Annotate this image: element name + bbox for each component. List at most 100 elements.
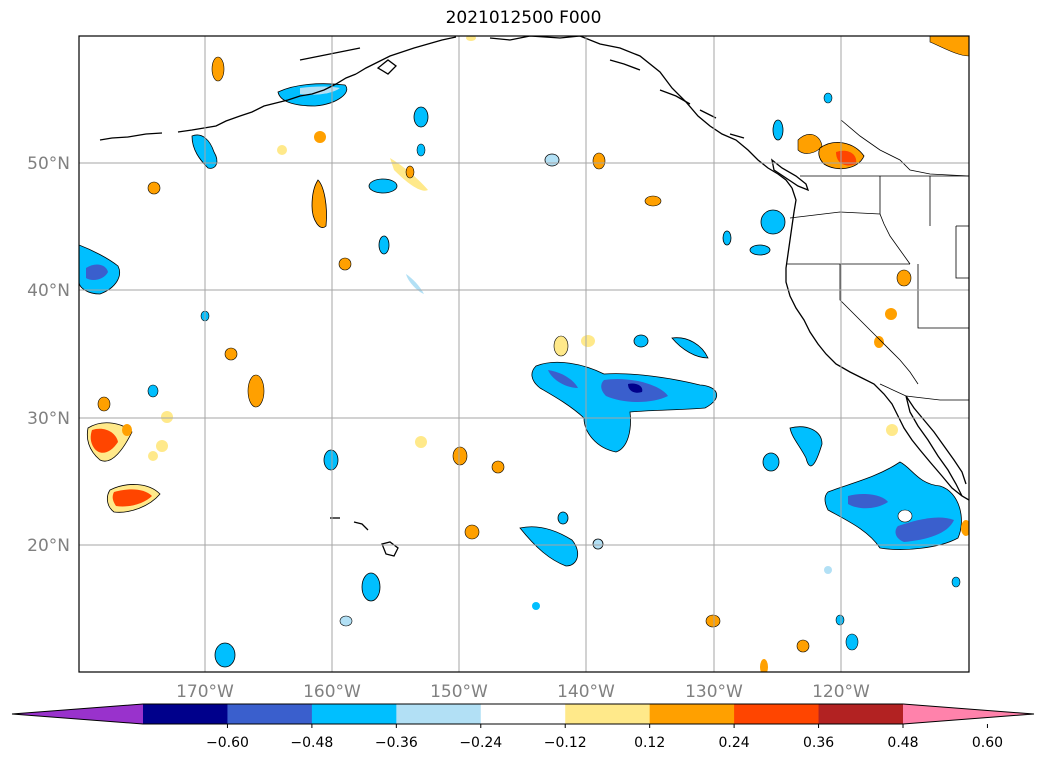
anomaly-pos-w10 — [224, 347, 238, 361]
anomaly-pos-w27 — [896, 269, 912, 287]
positive-anomalies — [86, 36, 969, 672]
colorbar: −0.60 −0.48 −0.36 −0.24 −0.12 0.12 0.24 0.36 0.4… — [11, 703, 1035, 751]
anomaly-neg-small-3 — [378, 235, 390, 255]
anomaly-pos-w23 — [644, 195, 662, 207]
anomaly-pos-w26 — [796, 639, 810, 653]
colorbar-tick-label: −0.48 — [290, 735, 333, 751]
coast-hawaii-1 — [381, 541, 399, 557]
coastlines — [99, 36, 969, 557]
anomaly-pos-w18 — [491, 460, 505, 474]
anomaly-neg-central-core — [628, 383, 643, 393]
anomaly-neg-streak — [671, 337, 709, 359]
border-us-mexico — [879, 383, 969, 401]
border-nevada — [839, 264, 919, 385]
colorbar-tick-label: −0.24 — [459, 735, 502, 751]
anomaly-pos-w9 — [211, 56, 225, 82]
anomaly-pos-west-2-mid — [112, 489, 152, 507]
anomaly-pos-w29 — [874, 336, 884, 348]
anomaly-pos-ne-1 — [797, 134, 823, 154]
anomaly-neg-southeast-core1 — [848, 494, 888, 509]
border-idaho — [879, 176, 911, 265]
anomaly-neg-dot-4 — [845, 633, 859, 651]
anomaly-pos-w11 — [247, 374, 265, 408]
anomaly-pos-west-1-mid — [90, 428, 118, 453]
anomaly-pos-w20 — [553, 335, 569, 357]
colorbar-tick-label: 0.12 — [634, 735, 665, 751]
anomaly-pos-w17 — [452, 446, 468, 466]
lon-label-140w: 140°W — [557, 682, 615, 702]
coast-vancouver-island — [771, 158, 810, 192]
anomaly-pos-w14 — [338, 257, 352, 271]
anomaly-neg-south-2 — [557, 511, 569, 525]
anomaly-neg-ne-4 — [749, 244, 771, 256]
anomaly-pos-w8 — [147, 181, 161, 195]
anomaly-neg-ne-3 — [722, 230, 732, 246]
anomaly-neg-small-6 — [214, 642, 236, 668]
colorbar-segment — [227, 704, 313, 724]
anomaly-pos-w16 — [415, 436, 427, 448]
colorbar-segment — [818, 704, 904, 724]
colorbar-tick-label: 0.36 — [803, 735, 834, 751]
colorbar-tick-label: 0.24 — [719, 735, 750, 751]
anomaly-pos-w30 — [886, 424, 898, 436]
anomaly-neg-small-8 — [633, 334, 649, 348]
anomaly-neg-south-1 — [519, 526, 579, 567]
colorbar-extend-high — [903, 704, 1034, 724]
anomaly-pos-w13 — [314, 131, 326, 143]
anomaly-neg-dot-9 — [532, 602, 540, 610]
anomaly-pos-w4 — [122, 424, 132, 436]
anomaly-neg-small-2 — [368, 178, 398, 194]
lon-label-130w: 130°W — [685, 682, 743, 702]
colorbar-tick-label: −0.36 — [375, 735, 418, 751]
negative-anomalies — [79, 83, 962, 668]
anomaly-neg-dot-6 — [951, 576, 961, 588]
anomaly-neg-small-5 — [361, 572, 381, 602]
gridlines — [79, 36, 969, 672]
colorbar-tick-label: 0.48 — [887, 735, 918, 751]
colorbar-outline — [11, 703, 1035, 725]
anomaly-neg-south-3 — [592, 538, 604, 550]
colorbar-tick-label: −0.60 — [206, 735, 249, 751]
lat-label-30n: 30°N — [27, 409, 70, 429]
border-wa-or — [789, 211, 881, 219]
anomaly-pos-w15 — [405, 165, 415, 179]
map-frame — [78, 35, 970, 673]
anomaly-neg-diag — [406, 274, 424, 294]
colorbar-segment — [480, 704, 566, 724]
political-borders — [786, 36, 969, 401]
coast-west-us — [785, 187, 969, 501]
anomaly-pos-w12 — [277, 145, 287, 155]
anomaly-neg-dot-8 — [823, 92, 833, 104]
map-content — [79, 36, 969, 672]
anomaly-neg-dot-3 — [339, 615, 353, 627]
coast-hawaii-2 — [353, 521, 369, 531]
anomaly-neg-ne-6 — [789, 426, 823, 467]
colorbar-segment — [565, 704, 651, 724]
anomaly-neg-dot-10 — [416, 143, 426, 157]
colorbar-segment — [396, 704, 482, 724]
border-alaska-canada — [840, 36, 969, 177]
anomaly-pos-w7 — [148, 451, 158, 461]
anomaly-neg-small-7 — [544, 153, 560, 167]
colorbar-segment — [311, 704, 397, 724]
lon-label-160w: 160°W — [303, 682, 361, 702]
anomaly-pos-w19 — [464, 524, 480, 540]
anomaly-neg-small-1 — [413, 106, 429, 128]
latitude-labels: 20°N 30°N 40°N 50°N — [27, 154, 70, 556]
colorbar-segment — [734, 704, 820, 724]
anomaly-pos-vert — [311, 179, 327, 228]
lon-label-150w: 150°W — [430, 682, 488, 702]
colorbar-tick-label: −0.12 — [544, 735, 587, 751]
border-nevada-east — [917, 264, 969, 329]
coast-kodiak — [376, 59, 397, 75]
anomaly-pos-w22 — [592, 152, 606, 170]
coast-baja — [905, 395, 967, 497]
anomaly-neg-dot-7 — [824, 566, 832, 574]
anomaly-neg-southeast-core2 — [895, 517, 954, 542]
anomaly-pos-w5 — [161, 411, 173, 423]
anomaly-pos-w6 — [156, 440, 168, 452]
lat-label-40n: 40°N — [27, 281, 70, 301]
border-ut — [955, 225, 969, 279]
anomaly-neg-ne-2 — [772, 119, 784, 141]
